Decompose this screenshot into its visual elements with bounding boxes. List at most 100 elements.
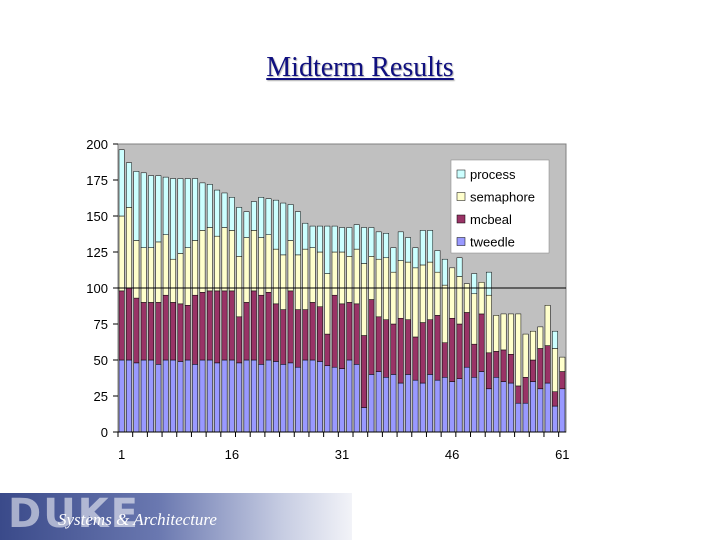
bar-segment-semaphore — [177, 253, 184, 305]
bar-segment-mcbeal — [441, 342, 448, 378]
bar-segment-process — [405, 237, 411, 263]
bar-segment-process — [177, 178, 184, 254]
bar-segment-process — [324, 225, 331, 274]
bar-segment-tweedle — [530, 381, 536, 433]
bar-segment-process — [280, 202, 287, 256]
bar-segment-mcbeal — [530, 359, 536, 382]
bar-segment-process — [236, 207, 243, 257]
bar-segment-process — [317, 225, 323, 253]
bar-segment-tweedle — [346, 359, 353, 433]
bar-segment-tweedle — [441, 377, 448, 433]
bar-segment-process — [126, 162, 132, 208]
bar-segment-tweedle — [353, 364, 360, 433]
bar-segment-mcbeal — [346, 302, 353, 361]
bar-segment-process — [419, 230, 426, 266]
bar-segment-tweedle — [544, 382, 551, 433]
bar-segment-semaphore — [250, 230, 257, 292]
bar-segment-semaphore — [559, 356, 566, 372]
bar-segment-tweedle — [133, 362, 140, 433]
bar-segment-process — [485, 271, 492, 296]
bar-segment-tweedle — [250, 359, 257, 433]
bar-segment-semaphore — [500, 313, 507, 351]
bar-segment-semaphore — [280, 254, 287, 310]
bar-segment-semaphore — [148, 247, 154, 303]
bar-segment-mcbeal — [228, 290, 235, 361]
bar-segment-tweedle — [390, 374, 397, 433]
bar-segment-semaphore — [530, 330, 536, 361]
bar-segment-process — [221, 192, 228, 228]
bar-segment-tweedle — [214, 362, 221, 433]
bar-segment-tweedle — [162, 359, 169, 433]
bar-segment-process — [258, 197, 265, 238]
bar-segment-mcbeal — [236, 316, 243, 364]
bar-segment-mcbeal — [515, 385, 522, 404]
bar-segment-semaphore — [508, 313, 514, 355]
bar-segment-process — [133, 171, 140, 241]
bar-segment-mcbeal — [199, 292, 206, 361]
bar-segment-mcbeal — [419, 322, 426, 384]
bar-segment-process — [339, 227, 345, 253]
bar-segment-process — [140, 172, 147, 248]
bar-segment-semaphore — [441, 284, 448, 343]
bar-segment-mcbeal — [170, 302, 176, 361]
y-tick-label: 0 — [101, 425, 108, 440]
bar-segment-semaphore — [463, 283, 470, 313]
bar-segment-mcbeal — [192, 294, 199, 365]
x-tick-label: 1 — [118, 447, 125, 462]
bar-segment-semaphore — [287, 240, 294, 292]
legend-swatch-tweedle — [456, 237, 466, 246]
legend-swatch-semaphore — [456, 192, 466, 201]
x-tick-label: 16 — [225, 447, 239, 462]
bar-segment-mcbeal — [177, 303, 184, 362]
bar-segment-semaphore — [236, 256, 243, 318]
bar-segment-mcbeal — [258, 294, 265, 365]
bar-segment-mcbeal — [155, 302, 162, 365]
bar-segment-process — [427, 230, 434, 263]
bar-segment-mcbeal — [383, 319, 389, 378]
bar-segment-semaphore — [353, 248, 360, 305]
bar-segment-tweedle — [273, 361, 279, 433]
bar-segment-tweedle — [397, 382, 404, 433]
bar-segment-semaphore — [544, 305, 551, 346]
bar-segment-process — [155, 175, 162, 243]
bar-segment-semaphore — [412, 267, 419, 338]
bar-segment-mcbeal — [427, 319, 434, 375]
y-tick-label: 150 — [86, 209, 108, 224]
bar-segment-tweedle — [258, 364, 265, 433]
legend — [450, 159, 550, 254]
bar-segment-mcbeal — [295, 309, 301, 368]
bar-segment-mcbeal — [206, 290, 213, 361]
footer-text: Systems & Architecture — [58, 510, 217, 529]
bar-segment-tweedle — [118, 359, 125, 433]
bar-segment-process — [273, 199, 279, 250]
bar-segment-process — [228, 197, 235, 231]
bar-segment-tweedle — [228, 359, 235, 433]
bar-segment-tweedle — [324, 365, 331, 433]
bar-segment-semaphore — [273, 248, 279, 305]
bar-segment-semaphore — [434, 271, 441, 316]
bar-segment-mcbeal — [287, 290, 294, 364]
bar-segment-mcbeal — [184, 305, 191, 361]
bar-segment-mcbeal — [309, 302, 316, 361]
bar-segment-semaphore — [383, 257, 389, 320]
bar-segment-semaphore — [324, 273, 331, 335]
bar-segment-semaphore — [243, 237, 250, 303]
bar-segment-process — [192, 178, 199, 241]
bar-segment-process — [170, 178, 176, 260]
bar-segment-semaphore — [368, 256, 375, 300]
bar-segment-semaphore — [427, 261, 434, 320]
bar-segment-mcbeal — [368, 299, 375, 375]
bar-segment-semaphore — [126, 207, 132, 289]
bar-segment-semaphore — [346, 256, 353, 303]
bar-segment-mcbeal — [265, 292, 272, 361]
y-tick-label: 100 — [86, 281, 108, 296]
bar-segment-tweedle — [192, 364, 199, 433]
bar-segment-tweedle — [383, 377, 389, 433]
bar-segment-mcbeal — [302, 309, 309, 361]
bar-segment-mcbeal — [397, 317, 404, 384]
bar-segment-semaphore — [309, 247, 316, 303]
bar-segment-process — [265, 198, 272, 235]
bar-segment-mcbeal — [405, 319, 411, 375]
bar-segment-process — [295, 211, 301, 256]
bar-segment-semaphore — [449, 267, 456, 319]
